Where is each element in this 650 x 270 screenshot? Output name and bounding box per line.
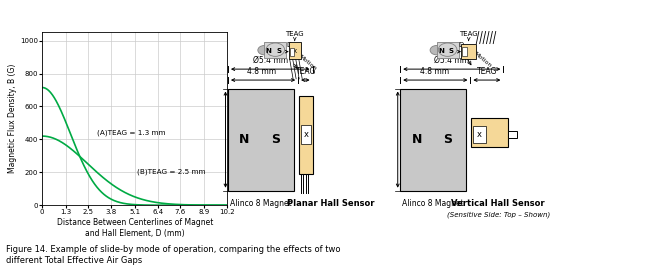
Ellipse shape [266,43,285,56]
FancyBboxPatch shape [265,42,287,58]
Text: Alinco 8 Magnet: Alinco 8 Magnet [230,199,292,208]
Text: Alinco 8 Magnet: Alinco 8 Magnet [402,199,464,208]
Text: Motion: Motion [473,51,493,69]
Bar [508,131,517,138]
Y-axis label: Magnetic Flux Density, B (G): Magnetic Flux Density, B (G) [8,64,18,174]
FancyBboxPatch shape [289,42,301,59]
Text: Planar Hall Sensor: Planar Hall Sensor [287,199,375,208]
Bar [462,47,467,56]
Text: 4.8 mm: 4.8 mm [419,67,448,76]
Text: D: D [458,42,463,48]
Text: TEAG: TEAG [296,67,316,76]
Text: N: N [438,48,444,54]
Text: Motion: Motion [298,54,318,71]
Text: (B)TEAG = 2.5 mm: (B)TEAG = 2.5 mm [136,169,205,176]
Ellipse shape [438,43,457,56]
Bar [228,89,294,191]
Ellipse shape [258,45,271,55]
Text: x: x [292,48,297,54]
Text: 4.8 mm: 4.8 mm [247,67,276,76]
Text: Figure 14. Example of slide-by mode of operation, comparing the effects of two
d: Figure 14. Example of slide-by mode of o… [6,245,341,265]
Bar [290,49,294,56]
Ellipse shape [430,45,443,55]
FancyBboxPatch shape [437,42,459,58]
Text: TEAG: TEAG [285,31,304,37]
Text: N: N [239,133,250,146]
Bar [471,118,508,147]
Text: S: S [443,133,452,146]
Text: N: N [411,133,422,146]
Text: x: x [304,130,308,139]
Bar [473,126,486,143]
Text: Vertical Hall Sensor: Vertical Hall Sensor [452,199,545,208]
FancyBboxPatch shape [461,44,476,59]
Text: N: N [266,48,272,54]
Text: TEAG: TEAG [477,67,497,76]
Text: S: S [271,133,280,146]
Bar [299,96,313,174]
Text: (Sensitive Side: Top – Shown): (Sensitive Side: Top – Shown) [447,211,550,218]
Text: x: x [463,49,467,55]
Text: D: D [286,42,291,48]
Text: (A)TEAG = 1.3 mm: (A)TEAG = 1.3 mm [97,129,165,136]
Bar [301,125,311,144]
Text: x: x [477,130,482,139]
Text: Ø5.4 mm: Ø5.4 mm [434,56,469,65]
Text: S: S [276,48,281,54]
Text: Ø5.4 mm: Ø5.4 mm [253,56,288,65]
Text: TEAG: TEAG [460,31,478,37]
Bar [400,89,466,191]
X-axis label: Distance Between Centerlines of Magnet
and Hall Element, D (mm): Distance Between Centerlines of Magnet a… [57,218,213,238]
Text: S: S [448,48,454,54]
